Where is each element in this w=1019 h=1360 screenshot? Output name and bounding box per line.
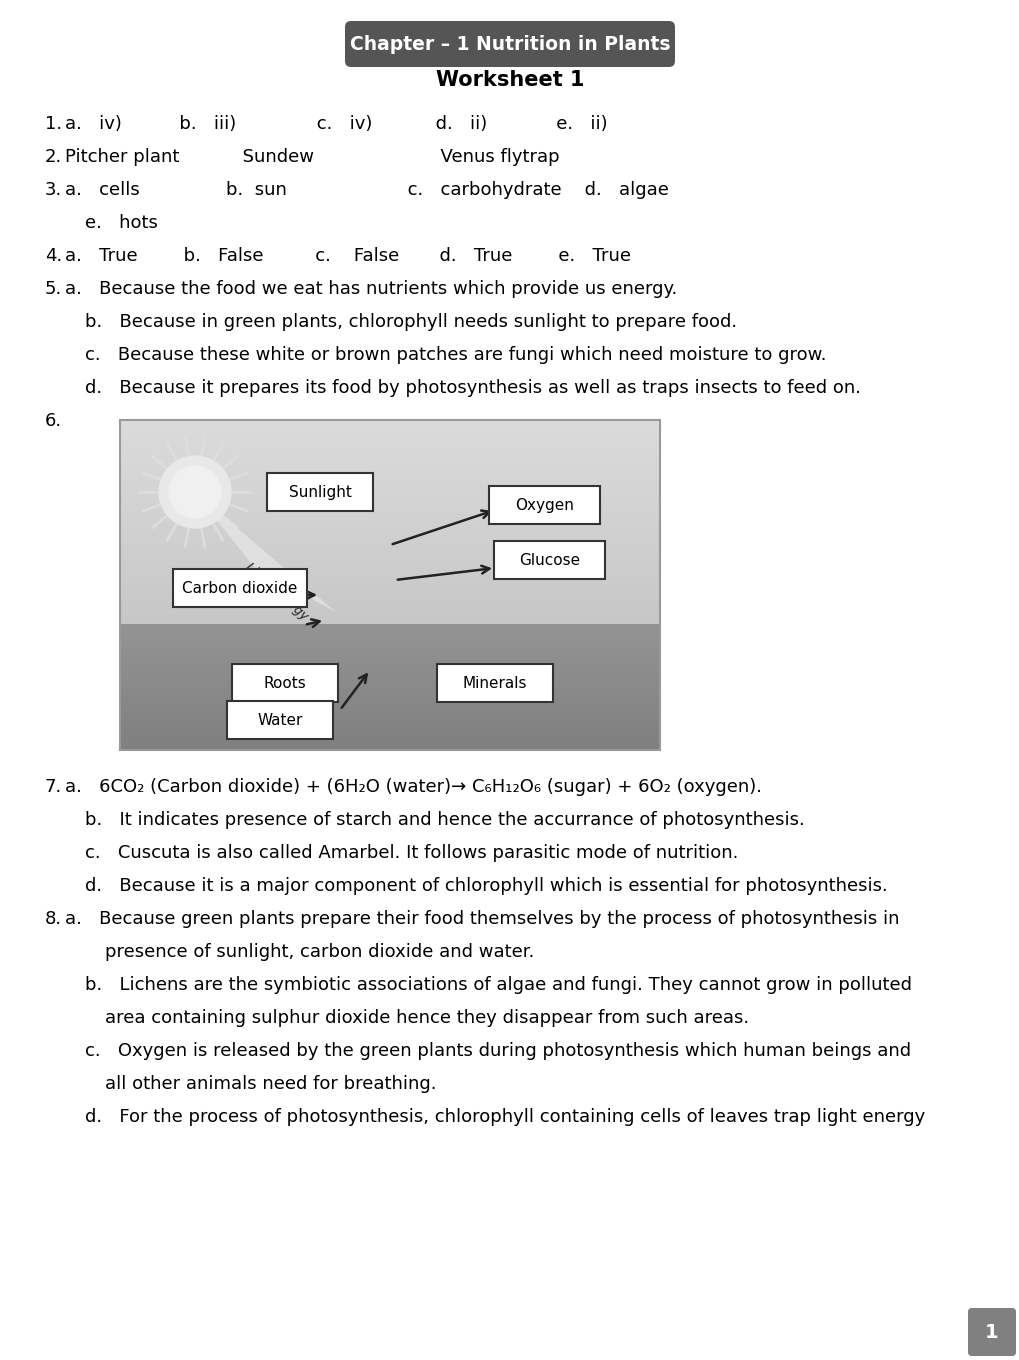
Text: Carbon dioxide: Carbon dioxide	[182, 581, 298, 596]
Text: a.   6CO₂ (Carbon dioxide) + (6H₂O (water)→ C₆H₁₂O₆ (sugar) + 6O₂ (oxygen).: a. 6CO₂ (Carbon dioxide) + (6H₂O (water)…	[65, 778, 761, 796]
Text: b.   Because in green plants, chlorophyll needs sunlight to prepare food.: b. Because in green plants, chlorophyll …	[85, 313, 737, 330]
Text: Light Energy: Light Energy	[243, 560, 310, 623]
Text: c.   Because these white or brown patches are fungi which need moisture to grow.: c. Because these white or brown patches …	[85, 345, 825, 364]
Polygon shape	[195, 492, 334, 612]
Text: 8.: 8.	[45, 910, 62, 928]
Text: 4.: 4.	[45, 248, 62, 265]
Text: 1: 1	[984, 1323, 998, 1342]
FancyBboxPatch shape	[344, 20, 675, 67]
Text: 7.: 7.	[45, 778, 62, 796]
Text: b.   It indicates presence of starch and hence the accurrance of photosynthesis.: b. It indicates presence of starch and h…	[85, 811, 804, 830]
FancyBboxPatch shape	[494, 541, 605, 579]
FancyBboxPatch shape	[489, 486, 600, 524]
Text: 3.: 3.	[45, 181, 62, 199]
Text: b.   Lichens are the symbiotic associations of algae and fungi. They cannot grow: b. Lichens are the symbiotic association…	[85, 976, 911, 994]
Text: Chapter – 1 Nutrition in Plants: Chapter – 1 Nutrition in Plants	[350, 35, 669, 54]
FancyBboxPatch shape	[967, 1308, 1015, 1356]
Text: Glucose: Glucose	[519, 554, 580, 568]
FancyBboxPatch shape	[173, 568, 307, 607]
Text: 6.: 6.	[45, 412, 62, 430]
Text: 2.: 2.	[45, 148, 62, 166]
Text: a.   True        b.   False         c.    False       d.   True        e.   True: a. True b. False c. False d. True e. Tru…	[65, 248, 631, 265]
Text: 1.: 1.	[45, 116, 62, 133]
Text: d.   For the process of photosynthesis, chlorophyll containing cells of leaves t: d. For the process of photosynthesis, ch…	[85, 1108, 924, 1126]
Text: Sunlight: Sunlight	[288, 486, 352, 500]
Text: Oxygen: Oxygen	[515, 498, 574, 513]
FancyBboxPatch shape	[231, 664, 337, 702]
Circle shape	[159, 456, 230, 528]
FancyBboxPatch shape	[267, 473, 373, 511]
Circle shape	[169, 466, 221, 518]
Text: a.   Because green plants prepare their food themselves by the process of photos: a. Because green plants prepare their fo…	[65, 910, 899, 928]
Text: area containing sulphur dioxide hence they disappear from such areas.: area containing sulphur dioxide hence th…	[105, 1009, 748, 1027]
FancyBboxPatch shape	[436, 664, 552, 702]
Text: all other animals need for breathing.: all other animals need for breathing.	[105, 1074, 436, 1093]
Text: e.   hots: e. hots	[85, 214, 158, 233]
Text: c.   Cuscuta is also called Amarbel. It follows parasitic mode of nutrition.: c. Cuscuta is also called Amarbel. It fo…	[85, 845, 738, 862]
Text: Worksheet 1: Worksheet 1	[435, 69, 584, 90]
Text: presence of sunlight, carbon dioxide and water.: presence of sunlight, carbon dioxide and…	[105, 942, 534, 962]
Text: Pitcher plant           Sundew                      Venus flytrap: Pitcher plant Sundew Venus flytrap	[65, 148, 559, 166]
Text: d.   Because it prepares its food by photosynthesis as well as traps insects to : d. Because it prepares its food by photo…	[85, 379, 860, 397]
Text: 5.: 5.	[45, 280, 62, 298]
Text: Minerals: Minerals	[463, 676, 527, 691]
Text: a.   Because the food we eat has nutrients which provide us energy.: a. Because the food we eat has nutrients…	[65, 280, 677, 298]
Text: Water: Water	[257, 713, 303, 728]
FancyBboxPatch shape	[227, 700, 332, 738]
Text: d.   Because it is a major component of chlorophyll which is essential for photo: d. Because it is a major component of ch…	[85, 877, 887, 895]
Text: a.   cells               b.  sun                     c.   carbohydrate    d.   a: a. cells b. sun c. carbohydrate d. a	[65, 181, 668, 199]
Text: c.   Oxygen is released by the green plants during photosynthesis which human be: c. Oxygen is released by the green plant…	[85, 1042, 910, 1059]
Text: a.   iv)          b.   iii)              c.   iv)           d.   ii)            : a. iv) b. iii) c. iv) d. ii)	[65, 116, 607, 133]
Text: Roots: Roots	[263, 676, 306, 691]
